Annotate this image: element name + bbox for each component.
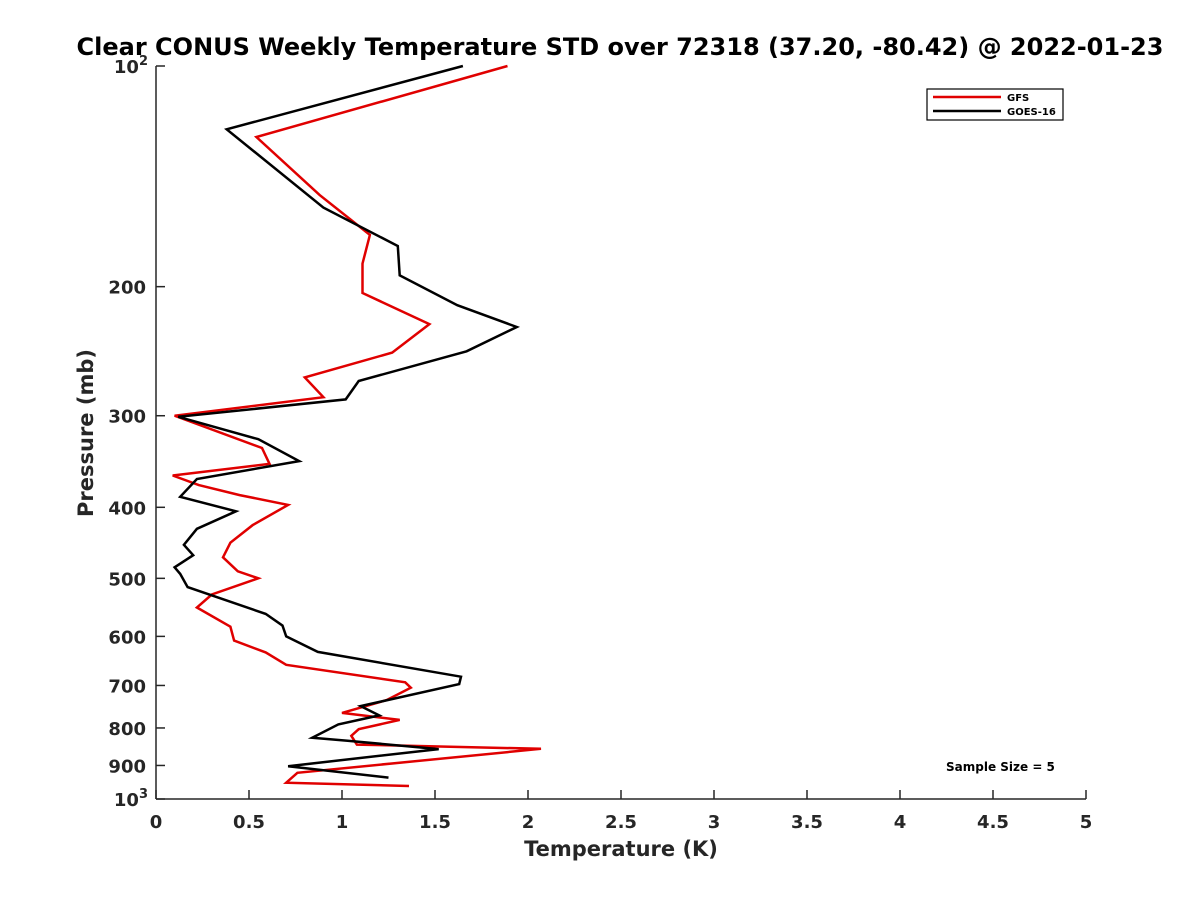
series-layer bbox=[172, 64, 542, 788]
y-tick-label: 200 bbox=[108, 278, 146, 299]
y-ticks: 102 200 300 400 500 600 700 800 900 103 bbox=[108, 54, 165, 811]
x-tick-label: 2.5 bbox=[605, 812, 637, 833]
y-tick-label: 600 bbox=[108, 627, 146, 648]
x-tick-label: 2 bbox=[522, 812, 535, 833]
x-ticks: 0 0.5 1 1.5 2 2.5 3 3.5 4 4.5 5 bbox=[150, 790, 1093, 833]
x-tick-label: 5 bbox=[1080, 812, 1093, 833]
chart-title: Clear CONUS Weekly Temperature STD over … bbox=[77, 33, 1164, 61]
y-tick-label: 800 bbox=[108, 719, 146, 740]
legend: GFS GOES-16 bbox=[926, 88, 1064, 121]
x-tick-label: 0.5 bbox=[233, 812, 265, 833]
series-line-goes16 bbox=[172, 64, 520, 779]
y-tick-label: 102 bbox=[114, 54, 148, 78]
y-tick-label: 300 bbox=[108, 407, 146, 428]
legend-label-goes16: GOES-16 bbox=[1007, 107, 1056, 118]
x-axis-label: Temperature (K) bbox=[524, 837, 718, 861]
plot-axes bbox=[155, 66, 1086, 800]
y-tick-label: 900 bbox=[108, 756, 146, 777]
y-axis-label: Pressure (mb) bbox=[74, 349, 98, 517]
x-tick-label: 1 bbox=[336, 812, 349, 833]
x-tick-label: 4.5 bbox=[977, 812, 1009, 833]
x-tick-label: 3 bbox=[708, 812, 721, 833]
y-tick-label: 400 bbox=[108, 498, 146, 519]
sample-size-annotation: Sample Size = 5 bbox=[946, 760, 1055, 774]
y-tick-label: 103 bbox=[114, 787, 148, 811]
x-tick-label: 1.5 bbox=[419, 812, 451, 833]
legend-box bbox=[926, 88, 1064, 121]
series-line-gfs bbox=[172, 64, 542, 788]
legend-label-gfs: GFS bbox=[1007, 93, 1029, 104]
y-tick-label: 500 bbox=[108, 569, 146, 590]
y-tick-label: 700 bbox=[108, 676, 146, 697]
x-tick-label: 0 bbox=[150, 812, 163, 833]
x-tick-label: 4 bbox=[894, 812, 907, 833]
x-tick-label: 3.5 bbox=[791, 812, 823, 833]
